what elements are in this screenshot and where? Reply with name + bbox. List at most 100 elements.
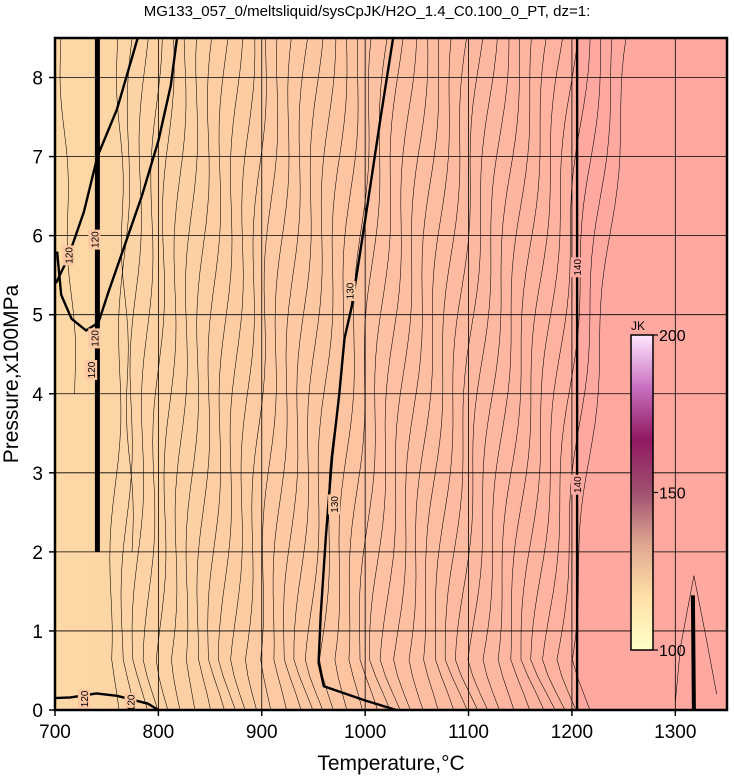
contour-label: 130 xyxy=(346,282,357,299)
contour-label-group: 120 xyxy=(88,328,101,349)
y-axis-label: Pressure,x100MPa xyxy=(0,284,23,463)
x-tick-label: 1100 xyxy=(448,722,489,743)
contour-label: 120 xyxy=(87,361,98,378)
colorbar-gradient xyxy=(630,334,654,651)
thin-contour xyxy=(444,38,498,710)
contour-label-bg xyxy=(343,281,356,301)
thin-contour xyxy=(393,38,439,710)
contour-label-bg xyxy=(88,229,101,250)
contour-labels: 120 120 120 120 120 120 130 130 140 140 xyxy=(62,229,584,710)
thin-contour xyxy=(520,38,579,710)
contour-120 xyxy=(55,692,160,710)
contour-label: 130 xyxy=(330,496,341,513)
thin-contour xyxy=(185,38,212,710)
contour-label-group: 120 xyxy=(77,688,91,709)
thin-contour xyxy=(675,575,717,703)
colorbar-tick-label: 100 xyxy=(659,643,686,660)
colorbar-unit: JK xyxy=(631,319,645,333)
contour-label: 120 xyxy=(64,247,75,264)
thin-contour xyxy=(455,38,510,710)
colorbar-tick-label: 150 xyxy=(659,486,686,503)
contour-label-bg xyxy=(88,328,101,349)
contour-130 xyxy=(317,38,397,710)
plot-area: 120 120 120 120 120 120 130 130 140 140 xyxy=(55,38,727,710)
x-tick-label: 900 xyxy=(246,722,278,743)
thin-contour xyxy=(155,38,187,710)
colorbar-tick-label: 200 xyxy=(659,328,686,345)
x-tick-label: 700 xyxy=(39,722,71,743)
thin-contour xyxy=(467,38,520,710)
contour-label-group: 130 xyxy=(343,281,357,301)
thin-contour xyxy=(423,38,467,710)
contour-label-bg xyxy=(124,692,137,710)
thin-contour xyxy=(510,38,563,710)
thin-contour xyxy=(116,38,134,552)
contour-label-bg xyxy=(77,688,90,709)
contour-label: 140 xyxy=(573,476,584,493)
chart-title: MG133_057_0/meltsliquid/sysCpJK/H2O_1.4_… xyxy=(144,3,591,20)
thin-contour xyxy=(207,38,244,710)
contour-label: 120 xyxy=(90,330,101,347)
thin-contour xyxy=(497,38,547,710)
x-tick-label: 800 xyxy=(143,722,175,743)
y-tick-label: 3 xyxy=(32,464,43,485)
thin-contour xyxy=(348,38,388,710)
x-tick-label: 1000 xyxy=(344,722,386,743)
contour-label-group: 120 xyxy=(88,229,101,250)
thin-contour xyxy=(359,38,404,710)
y-tick-label: 5 xyxy=(32,306,43,327)
contour-label: 140 xyxy=(573,259,584,276)
thin-contour xyxy=(59,38,76,394)
thin-contour xyxy=(379,38,429,710)
thin-contour xyxy=(171,38,198,710)
thin-contour xyxy=(260,38,292,710)
contour-label-group: 130 xyxy=(328,494,341,515)
y-tick-label: 8 xyxy=(32,69,43,90)
thin-contour xyxy=(369,38,417,710)
thin-contour xyxy=(556,38,613,710)
contour-label-group: 140 xyxy=(571,474,584,495)
x-axis-label: Temperature,°C xyxy=(317,752,464,775)
contour-label-bg xyxy=(571,474,584,495)
thin-contour xyxy=(142,38,175,710)
colorbar: JK 200 150 100 xyxy=(630,319,686,660)
contour-label: 120 xyxy=(90,231,101,248)
thin-contour xyxy=(120,38,149,710)
contour-label-bg xyxy=(328,494,341,515)
contour-label-group: 140 xyxy=(571,257,584,278)
thin-contour xyxy=(131,38,163,710)
contour-142 xyxy=(690,595,696,710)
thin-contour xyxy=(304,38,348,710)
plot-frame xyxy=(53,36,729,712)
contour-label-group: 120 xyxy=(62,245,75,266)
contour-label-group: 120 xyxy=(124,692,138,710)
grid xyxy=(55,38,727,710)
contour-label-bg xyxy=(571,257,584,278)
x-tick-label: 1300 xyxy=(654,722,696,743)
colorbar-ticks: 200 150 100 xyxy=(653,328,686,660)
contour-label-bg xyxy=(85,360,98,380)
y-tick-label: 4 xyxy=(32,385,43,406)
thin-contour xyxy=(482,38,532,710)
contour-120 xyxy=(55,38,179,332)
thin-contour xyxy=(218,38,256,710)
y-tick-label: 0 xyxy=(32,701,43,722)
thin-contour xyxy=(334,38,372,710)
thin-contour xyxy=(283,38,324,710)
thin-contour xyxy=(109,38,133,710)
y-tick-label: 7 xyxy=(32,148,43,169)
y-tick-label: 2 xyxy=(32,543,43,564)
y-axis-ticks: 0 1 2 3 4 5 6 7 8 xyxy=(32,69,55,722)
thin-contour xyxy=(293,38,337,710)
contour-label: 120 xyxy=(80,690,91,707)
x-axis-ticks: 700 800 900 1000 1100 1200 1300 xyxy=(39,710,696,743)
y-tick-label: 6 xyxy=(32,227,43,248)
x-tick-label: 1200 xyxy=(551,722,593,743)
thin-contour xyxy=(196,38,229,710)
heatmap-field-low xyxy=(55,38,578,710)
thin-contour xyxy=(245,38,279,710)
bold-contours xyxy=(55,38,696,710)
contour-label-group: 120 xyxy=(85,360,98,380)
thin-contour xyxy=(435,38,484,710)
